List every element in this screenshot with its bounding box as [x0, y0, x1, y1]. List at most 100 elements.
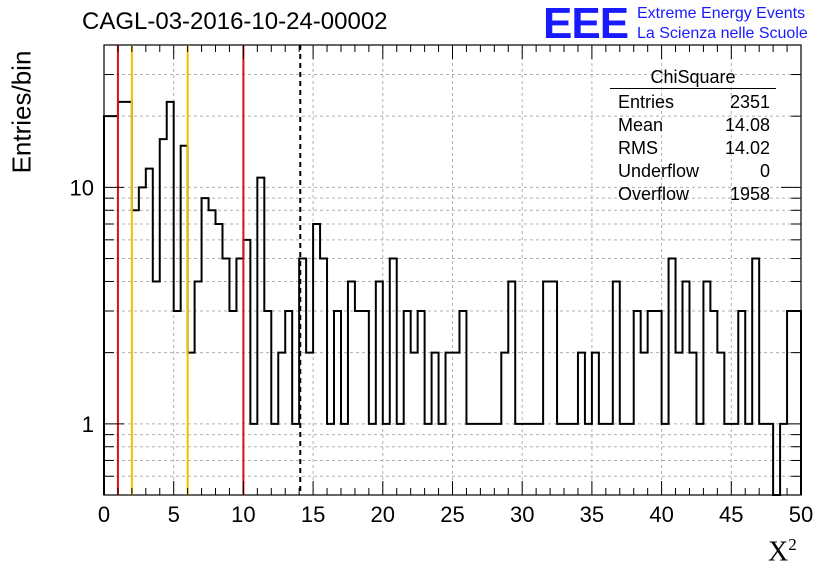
- histogram-bin: [264, 311, 271, 495]
- histogram-bin: [432, 353, 439, 495]
- histogram-bin: [641, 353, 648, 495]
- histogram-bin: [153, 281, 160, 495]
- stats-value: 1958: [729, 184, 770, 204]
- stats-label: Overflow: [618, 184, 690, 204]
- histogram-bin: [327, 424, 334, 495]
- stats-row-overflow: Overflow 1958: [610, 183, 776, 206]
- histogram-bin: [787, 311, 794, 495]
- histogram-bin: [599, 424, 606, 495]
- histogram-bin: [494, 424, 501, 495]
- histogram-bin: [578, 353, 585, 495]
- histogram-bin: [334, 311, 341, 495]
- marker-lines: [116, 45, 302, 495]
- x-tick-label: 30: [510, 502, 534, 527]
- x-tick-label: 40: [649, 502, 673, 527]
- histogram-bin: [606, 424, 613, 495]
- y-axis-label: Entries/bin: [6, 50, 37, 174]
- histogram-bin: [529, 424, 536, 495]
- histogram-bin: [759, 424, 766, 495]
- stats-value: 0: [759, 161, 770, 181]
- histogram-bin: [125, 102, 132, 495]
- histogram-bin: [669, 259, 676, 495]
- stats-label: RMS: [618, 138, 658, 158]
- histogram-bin: [181, 146, 188, 495]
- eee-logo: EEE: [543, 0, 629, 48]
- x-axis-symbol: X: [768, 536, 789, 568]
- histogram-bin: [139, 187, 146, 495]
- histogram-bin: [766, 424, 773, 495]
- histogram-bin: [362, 311, 369, 495]
- histogram-bin: [174, 311, 181, 495]
- histogram-bin: [717, 353, 724, 495]
- histogram-bin: [216, 224, 223, 495]
- x-axis-label: X2: [768, 535, 797, 568]
- histogram-bin: [390, 259, 397, 495]
- stats-row-mean: Mean 14.08: [610, 114, 776, 137]
- logo-line-1: Extreme Energy Events: [637, 5, 806, 22]
- histogram-bin: [446, 353, 453, 495]
- histogram-bin: [236, 259, 243, 495]
- histogram-bin: [676, 353, 683, 495]
- histogram-bin: [397, 424, 404, 495]
- histogram-bin: [752, 259, 759, 495]
- histogram-bin: [564, 424, 571, 495]
- histogram-bin: [104, 116, 111, 495]
- x-tick-label: 10: [231, 502, 255, 527]
- histogram-bin: [724, 424, 731, 495]
- histogram-bin: [271, 424, 278, 495]
- histogram-bin: [738, 311, 745, 495]
- histogram-bin: [522, 424, 529, 495]
- histogram-bin: [473, 424, 480, 495]
- histogram-bin: [320, 259, 327, 495]
- histogram-bin: [592, 353, 599, 495]
- histogram-bin: [118, 102, 125, 495]
- x-tick-label: 15: [301, 502, 325, 527]
- histogram-bin: [613, 281, 620, 495]
- histogram-bin: [418, 311, 425, 495]
- histogram-bin: [780, 424, 787, 495]
- histogram-bin: [703, 281, 710, 495]
- histogram-bin: [167, 102, 174, 495]
- x-axis-superscript: 2: [788, 535, 797, 554]
- logo-line-2: La Scienza nelle Scuole: [637, 25, 808, 42]
- x-tick-label: 20: [371, 502, 395, 527]
- histogram-bin: [620, 424, 627, 495]
- histogram-bin: [710, 311, 717, 495]
- histogram-bin: [341, 424, 348, 495]
- histogram-bin: [292, 424, 299, 495]
- histogram-bin: [508, 281, 515, 495]
- histogram-bin: [453, 353, 460, 495]
- stats-title: ChiSquare: [650, 67, 736, 87]
- histogram-bin: [250, 424, 257, 495]
- histogram-bin: [557, 424, 564, 495]
- histogram-bin: [634, 311, 641, 495]
- histogram-bin: [745, 424, 752, 495]
- histogram-bin: [683, 281, 690, 495]
- stats-label: Underflow: [618, 161, 700, 181]
- histogram-bin: [543, 281, 550, 495]
- histogram-bin: [487, 424, 494, 495]
- stats-divider: [610, 88, 776, 89]
- histogram-bin: [348, 281, 355, 495]
- x-tick-label: 0: [98, 502, 110, 527]
- x-tick-label: 5: [168, 502, 180, 527]
- histogram-bin: [536, 424, 543, 495]
- y-tick-label: 1: [82, 412, 94, 437]
- x-tick-label: 35: [580, 502, 604, 527]
- stats-value: 14.08: [724, 115, 770, 135]
- histogram-bin: [585, 424, 592, 495]
- histogram-bin: [459, 311, 466, 495]
- histogram-bin: [376, 281, 383, 495]
- histogram-bin: [383, 424, 390, 495]
- histogram-bin: [278, 353, 285, 495]
- histogram-bin: [655, 311, 662, 495]
- histogram-bin: [794, 311, 801, 495]
- histogram-bin: [209, 210, 216, 495]
- stats-value: 2351: [729, 92, 770, 112]
- histogram-bin: [689, 353, 696, 495]
- histogram-bin: [160, 139, 167, 495]
- x-tick-label: 50: [789, 502, 813, 527]
- histogram-bin: [501, 353, 508, 495]
- histogram-bin: [111, 116, 118, 495]
